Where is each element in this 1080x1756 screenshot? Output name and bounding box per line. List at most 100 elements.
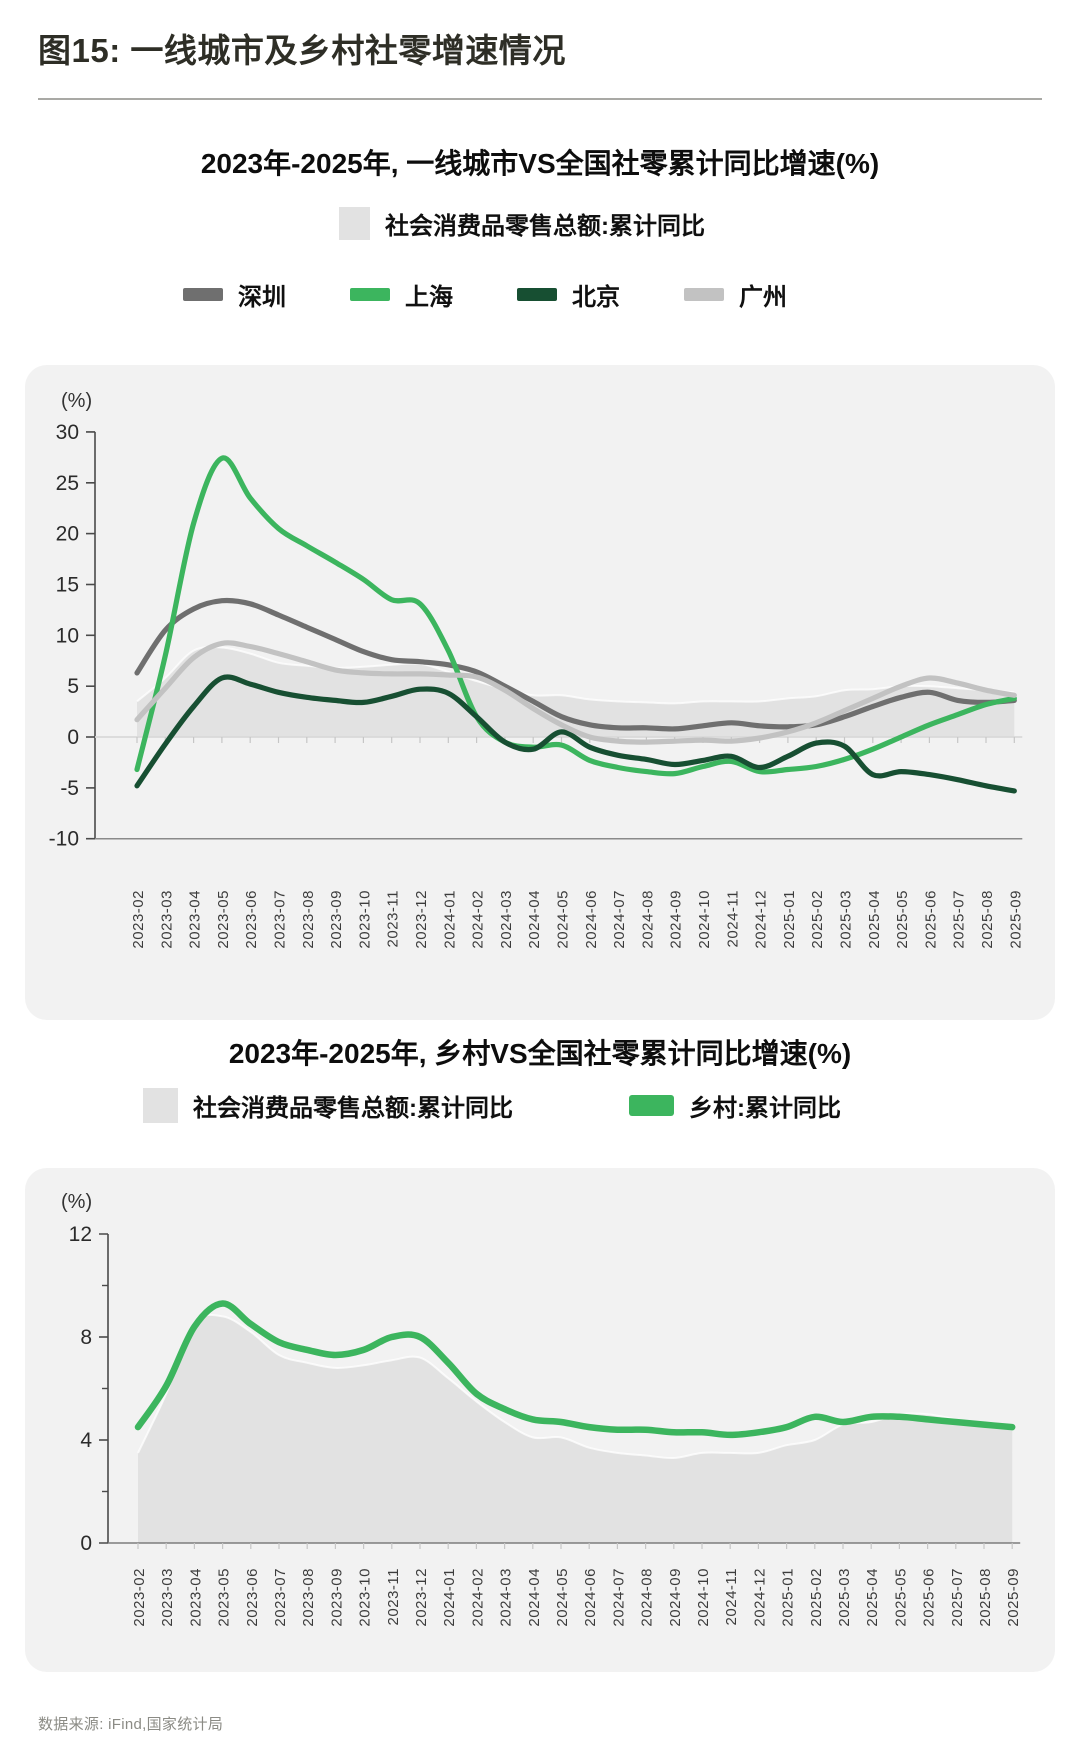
svg-text:5: 5	[67, 675, 79, 698]
svg-text:2025-08: 2025-08	[977, 1568, 994, 1627]
svg-text:2023-09: 2023-09	[328, 1568, 345, 1627]
svg-text:2025-08: 2025-08	[979, 890, 996, 949]
svg-text:2024-03: 2024-03	[498, 1568, 515, 1627]
svg-text:2024-07: 2024-07	[611, 890, 628, 949]
svg-text:2024-05: 2024-05	[555, 890, 572, 949]
svg-text:2023-07: 2023-07	[272, 890, 289, 949]
svg-text:0: 0	[80, 1532, 92, 1555]
svg-text:2024-05: 2024-05	[554, 1568, 571, 1627]
svg-text:2024-08: 2024-08	[639, 1568, 656, 1627]
legend-label-rural: 乡村:累计同比	[689, 1095, 841, 1122]
legend-item-national-2: 社会消费品零售总额:累计同比	[143, 1088, 513, 1123]
guangzhou-line-swatch	[684, 288, 724, 301]
svg-text:2023-08: 2023-08	[300, 1568, 317, 1627]
svg-text:2023-09: 2023-09	[328, 890, 345, 949]
svg-text:2025-07: 2025-07	[951, 890, 968, 949]
chart1-legend-series: 深圳 上海 北京 广州	[0, 277, 1025, 312]
svg-text:2023-04: 2023-04	[187, 1568, 204, 1627]
shanghai-line-swatch	[350, 288, 390, 301]
svg-text:2025-09: 2025-09	[1005, 1568, 1022, 1627]
svg-text:2025-02: 2025-02	[809, 890, 826, 949]
legend-label-national-2: 社会消费品零售总额:累计同比	[193, 1095, 513, 1122]
svg-text:2023-10: 2023-10	[357, 1568, 374, 1627]
svg-text:(%): (%)	[61, 390, 92, 412]
svg-text:2023-12: 2023-12	[413, 890, 430, 949]
svg-text:2023-11: 2023-11	[385, 890, 402, 947]
svg-text:2024-09: 2024-09	[667, 1568, 684, 1627]
beijing-line-swatch	[517, 288, 557, 301]
svg-text:2025-05: 2025-05	[892, 1568, 909, 1627]
national-area-swatch-2	[143, 1088, 178, 1123]
legend-item-national: 社会消费品零售总额:累计同比	[339, 206, 705, 241]
data-source: 数据来源: iFind,国家统计局	[38, 1716, 224, 1733]
svg-text:2023-05: 2023-05	[216, 1568, 233, 1627]
svg-text:2025-02: 2025-02	[808, 1568, 825, 1627]
svg-text:2024-06: 2024-06	[583, 890, 600, 949]
svg-text:2024-01: 2024-01	[441, 1568, 458, 1627]
national-area-swatch	[339, 207, 370, 240]
chart2-plot: 12 8 4 0 (%) 2023-02 2023-03 2023-04 2023-05 2023…	[61, 1191, 1022, 1627]
svg-text:30: 30	[56, 421, 79, 444]
svg-text:2024-03: 2024-03	[498, 890, 515, 949]
svg-text:2024-02: 2024-02	[469, 1568, 486, 1627]
svg-text:2023-02: 2023-02	[131, 1568, 148, 1627]
svg-text:2023-12: 2023-12	[413, 1568, 430, 1627]
svg-text:2024-07: 2024-07	[610, 1568, 627, 1627]
svg-text:2025-07: 2025-07	[949, 1568, 966, 1627]
svg-text:2024-12: 2024-12	[751, 1568, 768, 1627]
page-title: 图15: 一线城市及乡村社零增速情况	[38, 32, 566, 69]
svg-text:2023-03: 2023-03	[158, 890, 175, 949]
chart1-plot: 30 25 20 15 10 5 0 -5 -10 (%) 2023-02 2023-03 2023-0…	[49, 390, 1025, 949]
svg-text:20: 20	[56, 523, 79, 546]
svg-text:2024-04: 2024-04	[526, 1568, 543, 1627]
svg-text:2023-06: 2023-06	[243, 890, 260, 949]
svg-text:25: 25	[56, 472, 79, 495]
legend-label-national: 社会消费品零售总额:累计同比	[385, 213, 705, 240]
shenzhen-line-swatch	[183, 288, 223, 301]
legend-item-shenzhen: 深圳	[183, 277, 286, 312]
legend-label-beijing: 北京	[572, 284, 620, 311]
legend-label-guangzhou: 广州	[739, 284, 787, 311]
svg-text:2024-01: 2024-01	[441, 890, 458, 949]
chart1-panel: 30 25 20 15 10 5 0 -5 -10 (%) 2023-02 2023-03 2023-0…	[25, 365, 1055, 1020]
legend-item-guangzhou: 广州	[684, 277, 787, 312]
svg-text:2025-05: 2025-05	[894, 890, 911, 949]
svg-text:2024-02: 2024-02	[470, 890, 487, 949]
svg-text:2025-03: 2025-03	[836, 1568, 853, 1627]
chart2-title: 2023年-2025年, 乡村VS全国社零累计同比增速(%)	[228, 1038, 852, 1069]
svg-text:2024-06: 2024-06	[582, 1568, 599, 1627]
svg-text:2024-12: 2024-12	[753, 890, 770, 949]
svg-text:15: 15	[56, 574, 79, 597]
legend-label-shenzhen: 深圳	[238, 284, 286, 311]
svg-text:2024-09: 2024-09	[668, 890, 685, 949]
svg-text:12: 12	[69, 1223, 92, 1246]
svg-text:2024-04: 2024-04	[526, 890, 543, 949]
svg-text:2025-03: 2025-03	[838, 890, 855, 949]
chart1-legend-area: 社会消费品零售总额:累计同比	[0, 206, 1062, 241]
rural-line-swatch	[629, 1095, 674, 1116]
svg-text:2024-11: 2024-11	[724, 890, 741, 947]
legend-item-shanghai: 上海	[350, 277, 453, 312]
svg-text:2023-10: 2023-10	[356, 890, 373, 949]
svg-text:0: 0	[67, 726, 79, 749]
svg-text:-5: -5	[60, 777, 79, 800]
svg-text:2025-04: 2025-04	[866, 890, 883, 949]
svg-text:2023-06: 2023-06	[244, 1568, 261, 1627]
svg-text:2024-10: 2024-10	[695, 1568, 712, 1627]
legend-label-shanghai: 上海	[405, 284, 453, 311]
svg-text:10: 10	[56, 624, 79, 647]
chart2-legend: 社会消费品零售总额:累计同比 乡村:累计同比	[0, 1088, 1032, 1123]
svg-text:2024-08: 2024-08	[639, 890, 656, 949]
chart2-panel: 12 8 4 0 (%) 2023-02 2023-03 2023-04 2023-05 2023…	[25, 1168, 1055, 1672]
svg-text:2025-06: 2025-06	[921, 1568, 938, 1627]
svg-text:2023-04: 2023-04	[187, 890, 204, 949]
svg-text:8: 8	[80, 1326, 92, 1349]
svg-text:2025-06: 2025-06	[922, 890, 939, 949]
svg-text:2023-08: 2023-08	[300, 890, 317, 949]
svg-text:(%): (%)	[61, 1191, 92, 1213]
svg-text:2023-02: 2023-02	[130, 890, 147, 949]
header-divider	[38, 98, 1042, 100]
svg-text:-10: -10	[49, 828, 79, 851]
svg-text:2023-11: 2023-11	[385, 1568, 402, 1625]
svg-text:2025-01: 2025-01	[780, 1568, 797, 1627]
